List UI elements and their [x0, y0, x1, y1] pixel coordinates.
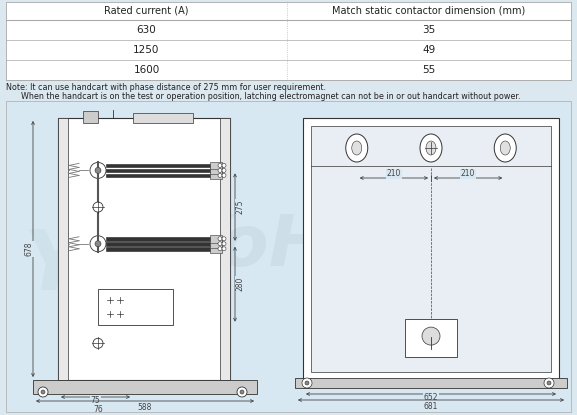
Text: 49: 49 [422, 45, 436, 55]
Circle shape [95, 167, 101, 173]
Circle shape [422, 327, 440, 345]
Text: Note: It can use handcart with phase distance of 275 mm for user requirement.: Note: It can use handcart with phase dis… [6, 83, 326, 92]
Bar [133, 113, 193, 123]
Ellipse shape [426, 141, 436, 155]
Text: 275: 275 [235, 200, 245, 214]
Bar [210, 240, 222, 247]
Text: YoHD: YoHD [177, 212, 390, 281]
Text: 35: 35 [422, 25, 436, 35]
Bar [6, 101, 571, 412]
Text: Match static contactor dimension (mm): Match static contactor dimension (mm) [332, 6, 526, 16]
Text: 652: 652 [424, 393, 439, 401]
Text: 630: 630 [137, 25, 156, 35]
Circle shape [93, 338, 103, 348]
Text: 678: 678 [24, 242, 33, 256]
Bar [311, 126, 551, 372]
Circle shape [237, 387, 247, 397]
Text: Rated current (A): Rated current (A) [104, 6, 189, 16]
Bar [106, 247, 212, 251]
Circle shape [240, 390, 244, 394]
Bar [58, 118, 68, 380]
Bar [83, 111, 98, 123]
Circle shape [222, 173, 226, 177]
Circle shape [222, 164, 226, 167]
Text: 681: 681 [424, 401, 438, 410]
Text: When the handcart is on the test or operation position, latching electromagnet c: When the handcart is on the test or oper… [6, 92, 520, 101]
Text: 76: 76 [93, 405, 103, 414]
Circle shape [305, 381, 309, 385]
Bar [210, 235, 222, 242]
Bar [405, 319, 457, 357]
Bar [210, 167, 222, 174]
Text: 75: 75 [91, 395, 100, 405]
Bar [106, 164, 212, 167]
Text: 210: 210 [387, 169, 401, 178]
Bar [6, 2, 571, 80]
Bar [106, 242, 212, 246]
Circle shape [95, 241, 101, 247]
Text: 280: 280 [235, 277, 245, 291]
Ellipse shape [352, 141, 362, 155]
Circle shape [38, 387, 48, 397]
Bar [303, 118, 559, 380]
Circle shape [302, 378, 312, 388]
Circle shape [90, 236, 106, 252]
Text: 1600: 1600 [133, 65, 160, 75]
Bar [106, 173, 212, 177]
Bar [33, 380, 257, 394]
Circle shape [218, 242, 222, 246]
Circle shape [222, 247, 226, 251]
Circle shape [222, 168, 226, 172]
Circle shape [218, 237, 222, 241]
Text: 210: 210 [461, 169, 475, 178]
Bar [220, 118, 230, 380]
Circle shape [222, 242, 226, 246]
Bar [58, 118, 230, 380]
Bar [210, 172, 222, 179]
Bar [210, 245, 222, 252]
Circle shape [218, 164, 222, 167]
Circle shape [90, 162, 106, 178]
Ellipse shape [346, 134, 368, 162]
Circle shape [547, 381, 551, 385]
Ellipse shape [500, 141, 510, 155]
Circle shape [93, 202, 103, 212]
Bar [98, 289, 173, 325]
Circle shape [544, 378, 554, 388]
Circle shape [218, 247, 222, 251]
Circle shape [218, 173, 222, 177]
Bar [106, 168, 212, 172]
Ellipse shape [494, 134, 516, 162]
Bar [210, 162, 222, 169]
Text: 1250: 1250 [133, 45, 160, 55]
Bar [295, 378, 567, 388]
Text: Y: Y [23, 226, 84, 307]
Circle shape [218, 168, 222, 172]
Text: 55: 55 [422, 65, 436, 75]
Ellipse shape [420, 134, 442, 162]
Circle shape [222, 237, 226, 241]
Text: 588: 588 [138, 403, 152, 412]
Circle shape [41, 390, 45, 394]
Bar [106, 237, 212, 241]
